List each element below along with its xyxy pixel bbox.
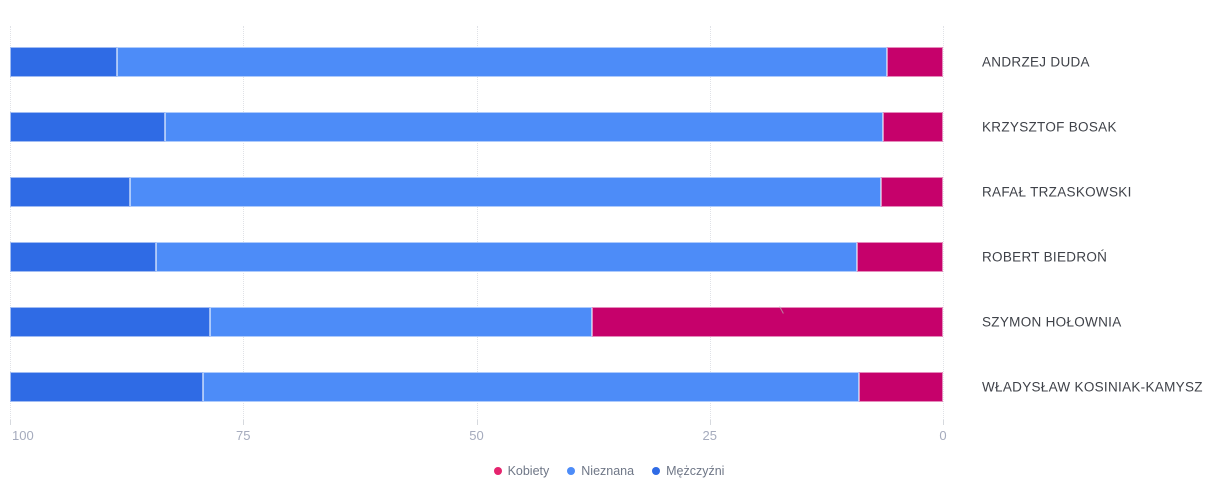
category-label: SZYMON HOŁOWNIA — [982, 314, 1122, 330]
legend: Kobiety Nieznana Mężczyźni — [0, 462, 1218, 480]
legend-item-kobiety[interactable]: Kobiety — [493, 464, 550, 478]
category-label: RAFAŁ TRZASKOWSKI — [982, 184, 1132, 200]
axis-tick-label: 100 — [12, 428, 34, 443]
bar-segment-nieznana[interactable] — [209, 307, 593, 337]
bar-segment-nieznana[interactable] — [164, 112, 884, 142]
legend-label: Kobiety — [507, 464, 550, 478]
bar-segment-mezczyzni[interactable] — [10, 112, 165, 142]
category-label: ANDRZEJ DUDA — [982, 54, 1090, 70]
bar-segment-mezczyzni[interactable] — [10, 177, 131, 207]
legend-label: Mężczyźni — [666, 464, 725, 478]
x-axis: 100 75 50 25 0 — [10, 420, 947, 450]
legend-dot — [567, 467, 576, 475]
legend-dot — [652, 467, 661, 475]
plot-area — [10, 26, 944, 420]
bar-segment-kobiety[interactable] — [859, 372, 943, 402]
bar-segment-kobiety[interactable] — [883, 112, 943, 142]
axis-tick-label: 50 — [469, 428, 484, 443]
bar-segment-kobiety[interactable] — [881, 177, 943, 207]
bar-row — [10, 112, 943, 142]
axis-tick — [476, 420, 478, 425]
bar-segment-nieznana[interactable] — [130, 177, 882, 207]
bar-row — [10, 47, 943, 77]
bar-row — [10, 307, 943, 337]
axis-tick — [709, 420, 711, 425]
legend-item-nieznana[interactable]: Nieznana — [567, 464, 634, 478]
gridline — [243, 26, 245, 420]
bar-segment-mezczyzni[interactable] — [10, 242, 156, 272]
bar-row — [10, 372, 943, 402]
category-label: WŁADYSŁAW KOSINIAK-KAMYSZ — [982, 379, 1203, 395]
gridline — [476, 26, 478, 420]
legend-label: Nieznana — [581, 464, 635, 478]
legend-item-mezczyzni[interactable]: Mężczyźni — [652, 464, 724, 478]
bar-segment-mezczyzni[interactable] — [10, 372, 204, 402]
bar-row — [10, 177, 943, 207]
bar-segment-nieznana[interactable] — [155, 242, 858, 272]
axis-tick — [10, 420, 11, 425]
axis-tick — [243, 420, 245, 425]
bar-segment-kobiety[interactable] — [887, 47, 943, 77]
gridline — [943, 26, 944, 420]
gridline — [10, 26, 11, 420]
bar-segment-kobiety[interactable] — [857, 242, 943, 272]
axis-tick — [943, 420, 944, 425]
category-label: ROBERT BIEDROŃ — [982, 249, 1108, 265]
bar-row — [10, 242, 943, 272]
axis-tick-label: 75 — [236, 428, 251, 443]
category-label: KRZYSZTOF BOSAK — [982, 119, 1117, 135]
bar-segment-mezczyzni[interactable] — [10, 307, 210, 337]
bar-segment-kobiety[interactable] — [592, 307, 943, 337]
bar-segment-nieznana[interactable] — [117, 47, 887, 77]
legend-dot — [493, 467, 502, 475]
bar-segment-mezczyzni[interactable] — [10, 47, 118, 77]
bar-segment-nieznana[interactable] — [203, 372, 860, 402]
gridline — [709, 26, 711, 420]
axis-tick-label: 25 — [702, 428, 717, 443]
axis-tick-label: 0 — [939, 428, 947, 443]
